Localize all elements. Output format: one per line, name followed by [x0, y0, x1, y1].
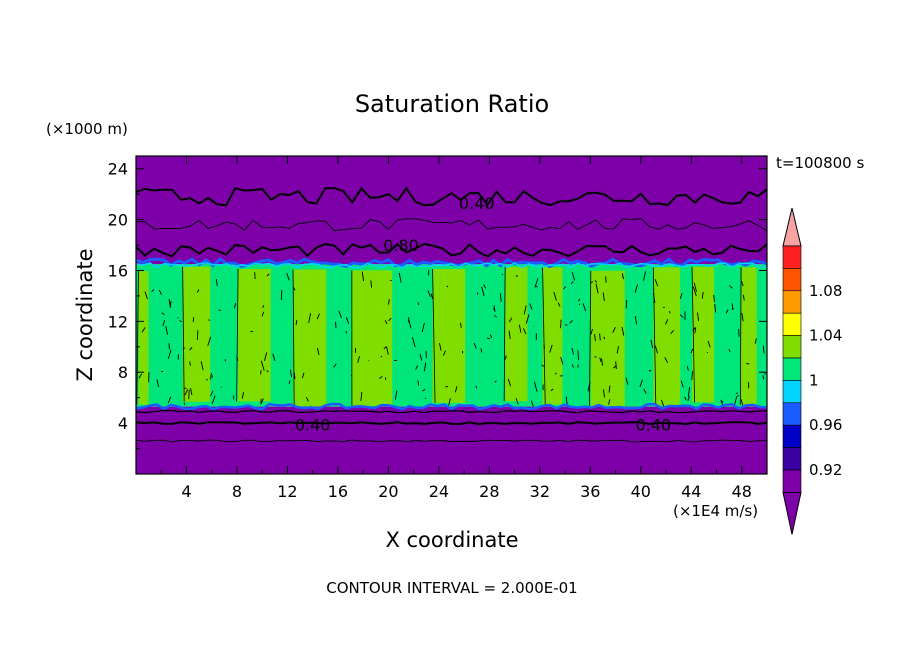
x-tick-label: 28 [479, 482, 499, 501]
cloud-stripe [741, 267, 757, 405]
contour-label-3: 0.40 [636, 415, 672, 434]
x-tick-label: 16 [328, 482, 348, 501]
contour-line-0 [136, 186, 767, 207]
stripe-edge [236, 268, 239, 402]
cloud-stripe [432, 269, 466, 403]
x-axis-label: X coordinate [385, 528, 518, 552]
cloud-stripe [351, 270, 393, 406]
contour-line-4 [136, 421, 767, 426]
colorbar-segment [782, 268, 802, 292]
y-tick-label: 24 [108, 160, 128, 179]
x-tick-label: 4 [181, 482, 191, 501]
stripe-edge [432, 269, 436, 403]
colorbar-segment [782, 312, 802, 336]
contour-line-3 [136, 409, 767, 414]
plot-area [136, 156, 767, 474]
cloud-base-edge [136, 402, 767, 411]
x-tick-label: 12 [277, 482, 297, 501]
cloud-stripe [182, 266, 211, 402]
x-tick-label: 24 [429, 482, 449, 501]
colorbar-label: 0.92 [809, 461, 842, 479]
colorbar-segment [782, 380, 802, 404]
colorbar-segment [782, 245, 802, 269]
cloud-stripe [542, 267, 563, 405]
cloud-stripe [653, 267, 681, 406]
cloud-stripe [138, 271, 149, 405]
colorbar-over-arrow [782, 207, 802, 247]
contour-line-1 [136, 218, 767, 232]
x-unit-label: (×1E4 m/s) [673, 502, 758, 520]
colorbar-segment [782, 469, 802, 493]
colorbar-segment [782, 447, 802, 471]
contour-line-5 [136, 439, 767, 443]
contour-label-2: 0.40 [295, 415, 331, 434]
stripe-edge [292, 269, 295, 407]
y-unit-label: (×1000 m) [46, 120, 128, 138]
stripe-edge [542, 267, 546, 405]
contour-label-1: 0.80 [383, 236, 419, 255]
stripe-edge [739, 267, 742, 405]
colorbar-label: 1.08 [809, 282, 842, 300]
x-tick-label: 32 [530, 482, 550, 501]
colorbar-segment [782, 402, 802, 426]
cloud-stripe [238, 268, 271, 402]
colorbar: 1.08 1.04 1 0.96 0.92 [782, 207, 842, 535]
cloud-top-edge-inner [136, 262, 767, 269]
colorbar-label: 0.96 [809, 416, 842, 434]
cloud-speckles [136, 269, 766, 409]
stripe-edge [652, 267, 657, 406]
x-tick-label: 8 [232, 482, 242, 501]
plot-frame [135, 155, 768, 475]
colorbar-segment [782, 290, 802, 314]
cloud-stripe [590, 270, 625, 407]
stripe-edge [503, 266, 506, 402]
x-tick-label: 40 [631, 482, 651, 501]
y-tick-label: 16 [108, 261, 128, 280]
contour-label-0: 0.40 [459, 194, 495, 213]
y-axis-label: Z coordinate [73, 248, 97, 381]
x-tick-label: 20 [378, 482, 398, 501]
x-tick-label: 36 [580, 482, 600, 501]
band-0 [136, 406, 767, 474]
contour-interval-footer: CONTOUR INTERVAL = 2.000E-01 [326, 579, 577, 597]
cloud-stripe [293, 269, 327, 407]
y-tick-label: 8 [118, 363, 128, 382]
colorbar-label: 1 [809, 371, 819, 389]
colorbar-segment [782, 357, 802, 381]
colorbar-segment [782, 424, 802, 448]
colorbar-under-arrow [782, 491, 802, 535]
stripe-edge [136, 271, 139, 405]
chart-title: Saturation Ratio [355, 90, 549, 118]
x-tick-label: 44 [681, 482, 701, 501]
colorbar-segment [782, 335, 802, 359]
time-label: t=100800 s [776, 154, 864, 172]
stripe-edge [691, 266, 695, 403]
stripe-edge [182, 266, 185, 402]
x-tick-label: 48 [732, 482, 752, 501]
y-tick-label: 20 [108, 211, 128, 230]
y-tick-label: 12 [108, 312, 128, 331]
cloud-stripe [692, 266, 715, 403]
y-tick-label: 4 [118, 414, 128, 433]
cloud-stripe [505, 266, 528, 402]
contour-line-2 [136, 242, 767, 258]
colorbar-label: 1.04 [809, 327, 842, 345]
